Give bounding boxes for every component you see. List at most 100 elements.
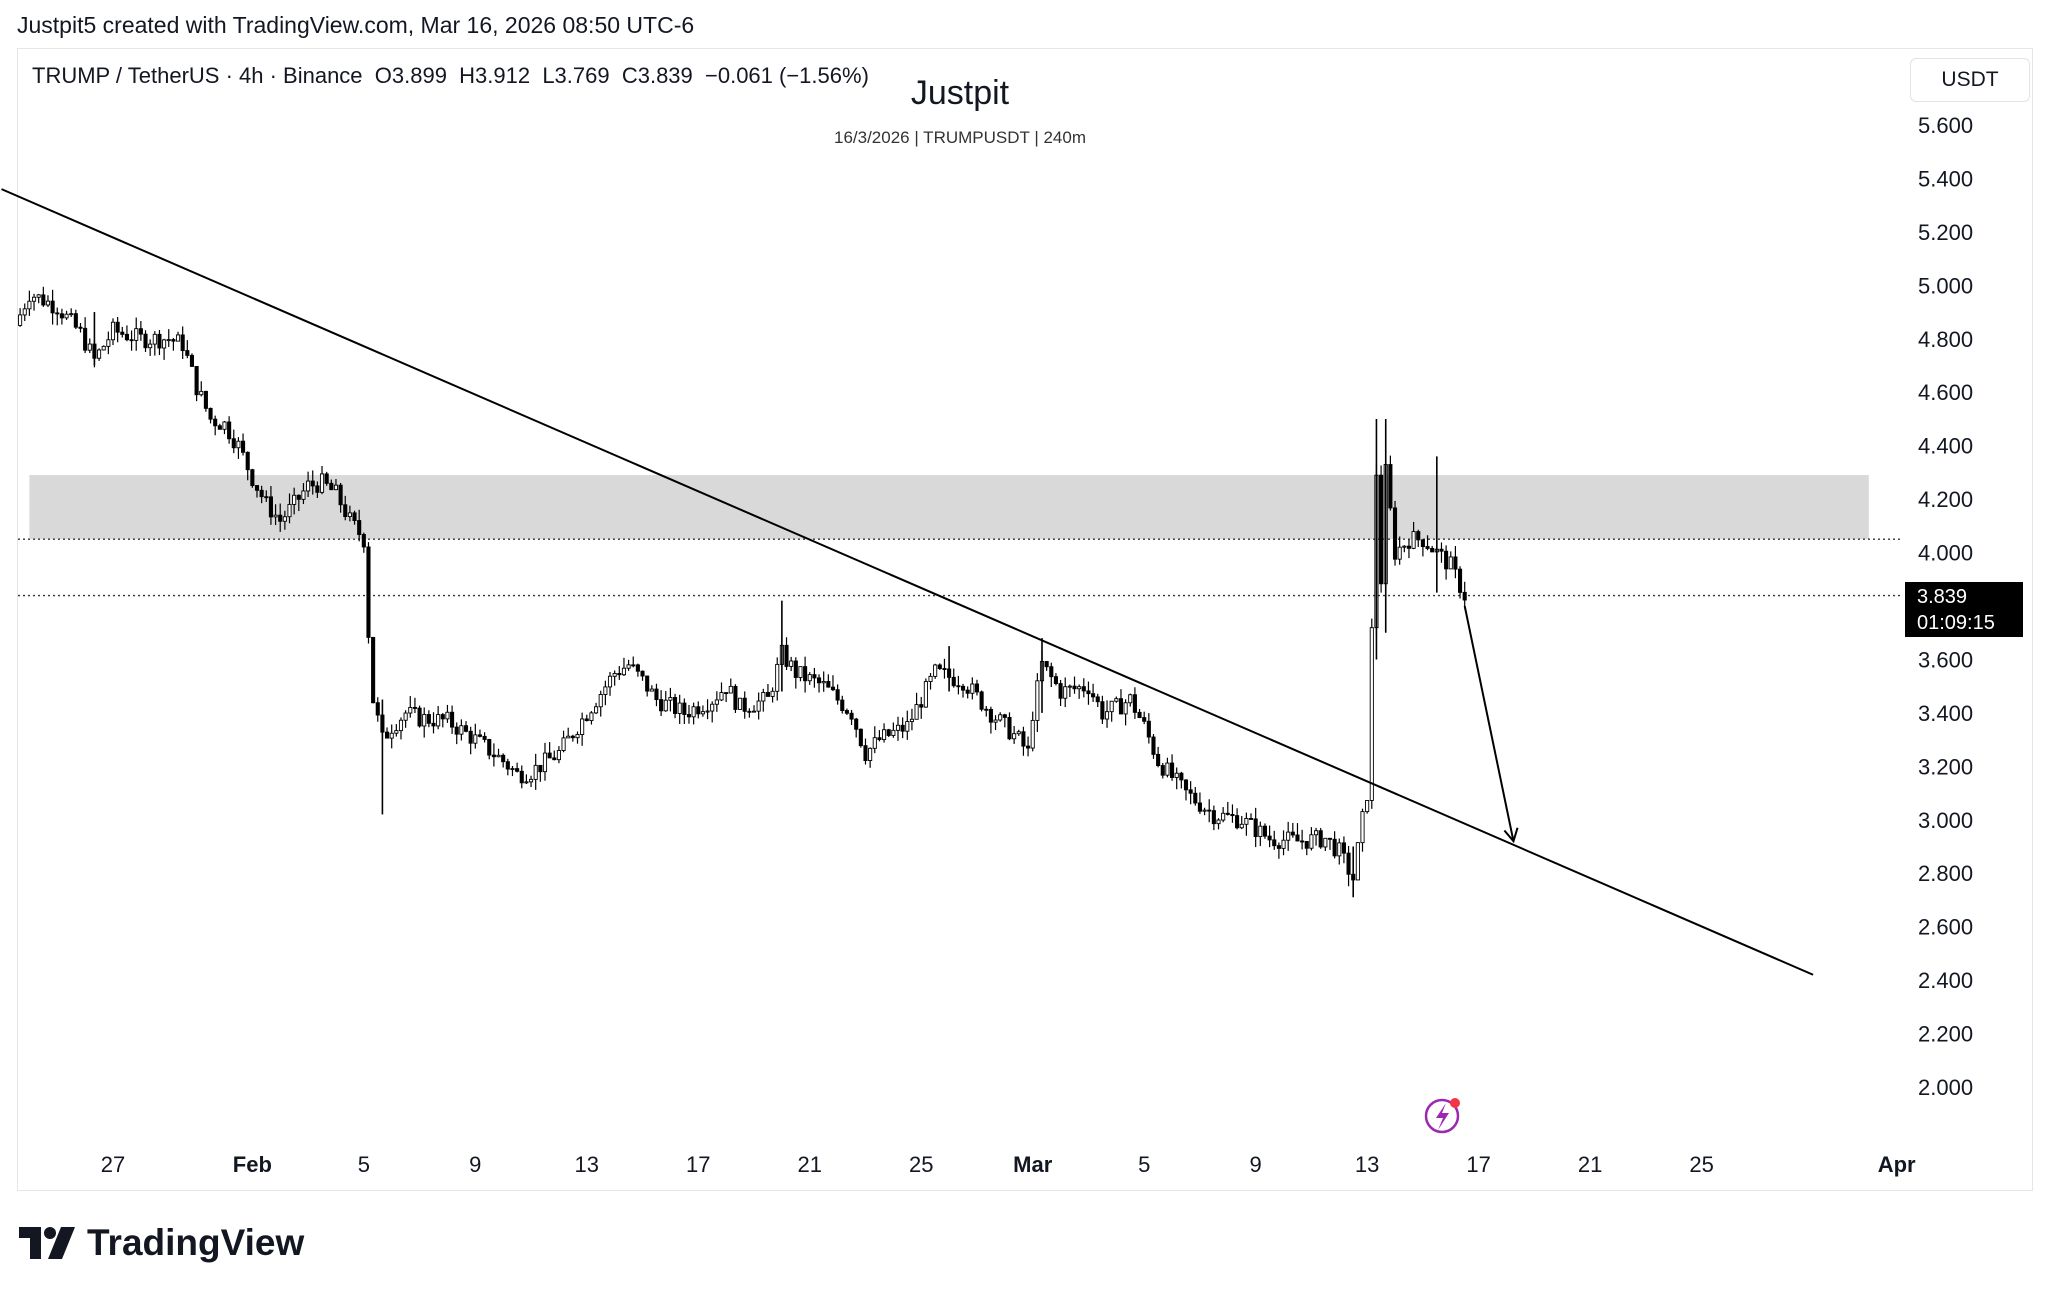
candle-body[interactable] [747,710,752,713]
candle-body[interactable] [50,300,55,314]
candle-body[interactable] [1095,696,1100,703]
candle-body[interactable] [872,737,877,749]
candle-body[interactable] [403,712,408,721]
candle-body[interactable] [162,339,167,349]
candle-body[interactable] [385,731,390,739]
candle-body[interactable] [1030,719,1035,749]
candle-body[interactable] [909,718,914,722]
candle-body[interactable] [654,688,659,701]
candle-body[interactable] [700,711,705,715]
candle-body[interactable] [199,390,204,396]
candle-body[interactable] [329,482,334,491]
candle-body[interactable] [919,704,924,708]
candle-body[interactable] [250,469,255,486]
candle-body[interactable] [1123,702,1128,715]
candle-body[interactable] [510,768,515,771]
candle-body[interactable] [1188,789,1193,794]
candle-body[interactable] [296,494,301,500]
candle-body[interactable] [914,704,919,720]
candle-body[interactable] [1151,736,1156,755]
candle-body[interactable] [905,721,910,732]
candle-body[interactable] [1049,666,1054,678]
candle-body[interactable] [1156,753,1161,766]
candle-body[interactable] [584,718,589,722]
candle-body[interactable] [454,726,459,735]
candle-body[interactable] [282,516,287,522]
candle-body[interactable] [552,757,557,761]
candle-body[interactable] [589,712,594,722]
candle-body[interactable] [570,735,575,739]
candle-body[interactable] [1253,818,1258,838]
candle-body[interactable] [724,692,729,695]
candle-body[interactable] [278,514,283,522]
candle-body[interactable] [1053,676,1058,684]
candle-body[interactable] [877,737,882,741]
candle-body[interactable] [1067,685,1072,688]
candle-body[interactable] [157,333,162,349]
candle-body[interactable] [1444,550,1449,570]
candle-body[interactable] [1225,812,1230,815]
candle-body[interactable] [784,644,789,667]
candle-body[interactable] [617,673,622,676]
candle-body[interactable] [357,520,362,535]
candle-body[interactable] [942,668,947,670]
candle-body[interactable] [1295,834,1300,842]
candle-body[interactable] [965,689,970,694]
candle-body[interactable] [1276,845,1281,849]
candle-body[interactable] [937,664,942,669]
candle-body[interactable] [468,730,473,744]
candle-body[interactable] [1272,839,1277,847]
candle-body[interactable] [668,697,673,701]
candle-body[interactable] [789,660,794,667]
candle-body[interactable] [696,706,701,715]
candle-body[interactable] [816,677,822,684]
candle-body[interactable] [1104,711,1110,720]
candle-body[interactable] [798,666,803,678]
candle-body[interactable] [422,714,427,727]
candle-body[interactable] [742,697,747,712]
candle-body[interactable] [175,334,181,342]
candle-body[interactable] [1346,852,1351,875]
candle-body[interactable] [97,349,102,359]
candle-body[interactable] [1221,812,1226,821]
candle-body[interactable] [1388,464,1393,509]
symbol-legend[interactable]: TRUMP / TetherUS · 4h · Binance O3.899 H… [32,63,869,88]
candle-body[interactable] [55,312,60,315]
candle-body[interactable] [812,674,817,679]
candle-body[interactable] [993,719,998,723]
candle-body[interactable] [635,664,640,672]
candle-body[interactable] [542,752,548,773]
candle-body[interactable] [984,708,989,711]
candle-body[interactable] [1026,745,1031,749]
candle-body[interactable] [1230,813,1235,817]
candle-body[interactable] [1281,839,1286,849]
candle-body[interactable] [793,660,798,678]
candle-body[interactable] [686,714,692,718]
candle-body[interactable] [886,729,891,736]
candle-body[interactable] [840,699,845,712]
candle-body[interactable] [389,732,394,739]
candle-body[interactable] [343,504,348,518]
candle-body[interactable] [352,512,357,521]
candle-body[interactable] [1072,685,1077,690]
candle-body[interactable] [366,546,371,638]
candle-body[interactable] [45,300,51,306]
currency-selector[interactable]: USDT [1910,58,2030,102]
candle-body[interactable] [1165,762,1170,776]
candle-body[interactable] [1137,711,1142,719]
candle-body[interactable] [900,724,905,732]
candle-body[interactable] [477,734,483,737]
candle-body[interactable] [1411,531,1416,549]
candle-body[interactable] [951,676,956,687]
candle-body[interactable] [138,328,143,335]
candle-body[interactable] [143,333,148,349]
candle-body[interactable] [515,768,520,772]
candle-body[interactable] [1193,792,1198,804]
candle-body[interactable] [1286,831,1291,841]
candle-body[interactable] [751,710,757,713]
candle-body[interactable] [73,313,78,328]
candle-body[interactable] [1081,686,1086,692]
candle-body[interactable] [41,294,46,306]
candle-body[interactable] [826,681,831,688]
candle-body[interactable] [408,706,413,714]
